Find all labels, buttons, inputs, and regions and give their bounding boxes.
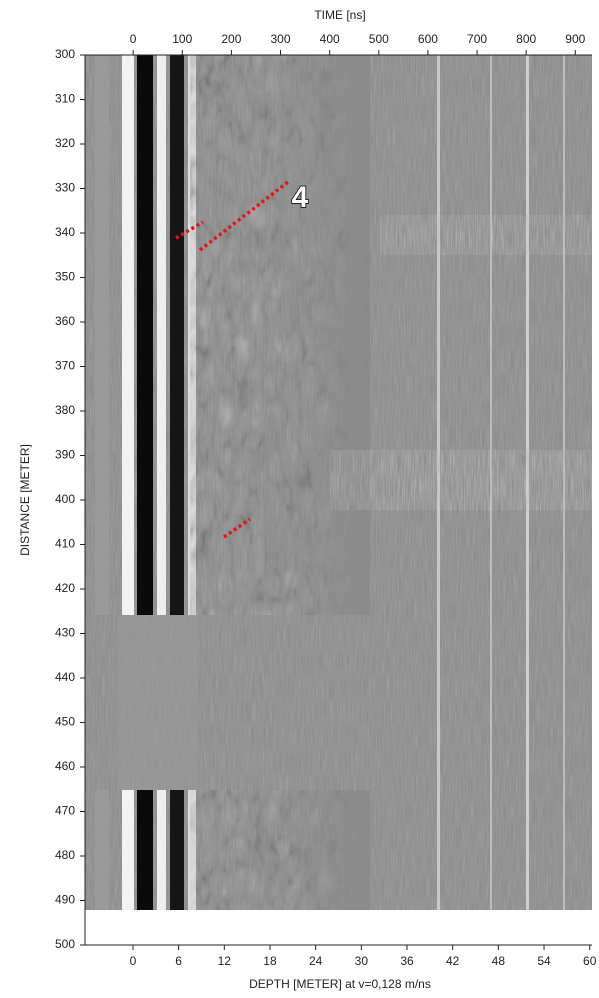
y-axis-title: DISTANCE [METER] — [18, 444, 32, 556]
x2-tick-label: 48 — [492, 954, 506, 968]
x2-tick-label: 42 — [446, 954, 460, 968]
y-tick-label: 500 — [55, 937, 75, 951]
y-tick-label: 410 — [55, 537, 75, 551]
y-tick-label: 420 — [55, 581, 75, 595]
y-tick-label: 320 — [55, 136, 75, 150]
y-tick-label: 310 — [55, 92, 75, 106]
y-tick-label: 340 — [55, 225, 75, 239]
radargram-image — [85, 55, 592, 910]
annotation-label: 4 — [292, 181, 309, 214]
x-tick-label: 500 — [369, 32, 389, 46]
y-tick-label: 470 — [55, 804, 75, 818]
x-tick-label: 0 — [130, 32, 137, 46]
y-tick-label: 450 — [55, 715, 75, 729]
x-tick-label: 200 — [221, 32, 241, 46]
x2-tick-label: 30 — [355, 954, 369, 968]
x-tick-label: 100 — [172, 32, 192, 46]
x-tick-label: 400 — [320, 32, 340, 46]
x2-tick-label: 60 — [583, 954, 597, 968]
x-tick-label: 600 — [418, 32, 438, 46]
y-tick-label: 350 — [55, 270, 75, 284]
x2-tick-label: 18 — [263, 954, 277, 968]
y-tick-label: 300 — [55, 47, 75, 61]
x-tick-label: 900 — [565, 32, 585, 46]
y-tick-label: 460 — [55, 759, 75, 773]
x-tick-label: 300 — [271, 32, 291, 46]
y-tick-label: 430 — [55, 626, 75, 640]
x2-tick-label: 12 — [218, 954, 232, 968]
y-tick-label: 480 — [55, 848, 75, 862]
x2-axis-title: DEPTH [METER] at v=0,128 m/ns — [249, 977, 431, 991]
y-tick-label: 490 — [55, 893, 75, 907]
y-tick-label: 370 — [55, 359, 75, 373]
y-tick-label: 360 — [55, 314, 75, 328]
y-tick-label: 440 — [55, 670, 75, 684]
y-tick-label: 400 — [55, 492, 75, 506]
x2-tick-label: 36 — [400, 954, 414, 968]
y-tick-label: 390 — [55, 448, 75, 462]
x-tick-label: 700 — [467, 32, 487, 46]
x2-tick-label: 6 — [175, 954, 182, 968]
x2-tick-label: 0 — [130, 954, 137, 968]
x-tick-label: 800 — [516, 32, 536, 46]
x2-tick-label: 24 — [309, 954, 323, 968]
x-axis-title: TIME [ns] — [314, 8, 365, 22]
y-tick-label: 380 — [55, 403, 75, 417]
y-tick-label: 330 — [55, 181, 75, 195]
x2-tick-label: 54 — [537, 954, 551, 968]
